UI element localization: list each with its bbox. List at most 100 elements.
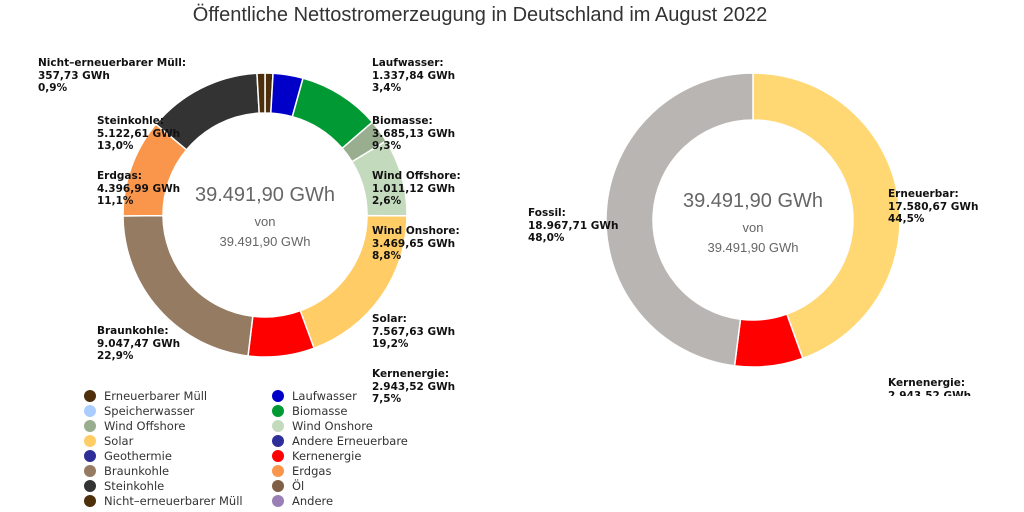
label-value: 9.047,47 GWh (97, 337, 181, 350)
legend-marker-icon (272, 494, 284, 507)
legend-item[interactable]: Geothermie (84, 448, 272, 463)
chart-title: Öffentliche Nettostromerzeugung in Deuts… (192, 4, 768, 26)
legend-label: Nicht–erneuerbarer Müll (104, 493, 243, 508)
legend-label: Erneuerbarer Müll (104, 388, 208, 403)
label-value: 2.943,52 GWh (888, 389, 972, 397)
label-name: Kernenergie: (372, 368, 450, 380)
data-label: Wind Onshore: 3.469,65 GWh 8,8% (372, 225, 460, 263)
legend-item[interactable]: Nicht–erneuerbarer Müll (84, 493, 272, 508)
legend-marker-icon (84, 404, 96, 417)
label-name: Steinkohle: (97, 115, 165, 127)
legend-item[interactable]: Speicherwasser (84, 403, 272, 418)
legend-item[interactable]: Wind Offshore (84, 418, 272, 433)
label-name: Laufwasser: (372, 57, 444, 69)
label-name: Wind Offshore: (372, 170, 461, 182)
label-value: 7.567,63 GWh (372, 325, 456, 338)
legend-item[interactable]: Erneuerbarer Müll (84, 388, 272, 403)
donut-chart-groups (605, 72, 901, 368)
legend-marker-icon (272, 479, 284, 492)
legend-item[interactable]: Öl (272, 478, 452, 493)
label-percent: 2,6% (372, 195, 402, 207)
label-percent: 19,2% (372, 338, 409, 350)
label-value: 3.685,13 GWh (372, 127, 456, 140)
label-value: 1.337,84 GWh (372, 69, 456, 82)
legend-item[interactable]: Andere (272, 493, 452, 508)
label-percent: 11,1% (97, 195, 134, 207)
legend-marker-icon (272, 449, 284, 462)
center-of-label-right: von (742, 220, 764, 235)
legend-item[interactable]: Steinkohle (84, 478, 272, 493)
label-value: 3.469,65 GWh (372, 237, 456, 250)
legend-marker-icon (272, 419, 284, 432)
label-name: Wind Onshore: (372, 225, 460, 237)
legend-label: Solar (104, 433, 134, 448)
legend-marker-icon (84, 494, 96, 507)
legend-label: Andere Erneuerbare (292, 433, 408, 448)
label-percent: 3,4% (372, 82, 402, 94)
center-value-right: 39.491,90 GWh (682, 190, 824, 212)
legend-label: Steinkohle (104, 478, 165, 493)
legend-label: Erdgas (292, 463, 332, 478)
legend-marker-icon (84, 479, 96, 492)
data-label: Wind Offshore: 1.011,12 GWh 2,6% (372, 170, 461, 208)
legend-item[interactable]: Laufwasser (272, 388, 452, 403)
center-of-label: von (254, 214, 276, 229)
donut-chart-sources (122, 72, 408, 358)
legend-label: Laufwasser (292, 388, 357, 403)
legend-label: Braunkohle (104, 463, 170, 478)
data-label: Braunkohle: 9.047,47 GWh 22,9% (97, 325, 180, 363)
legend-marker-icon (84, 434, 96, 447)
legend-marker-icon (84, 449, 96, 462)
data-label: Fossil: 18.967,71 GWh 48,0% (528, 207, 618, 245)
label-percent: 48,0% (528, 232, 565, 244)
center-total: 39.491,90 GWh (219, 234, 311, 249)
data-label: Erdgas: 4.396,99 GWh 11,1% (97, 170, 180, 208)
legend-item[interactable]: Solar (84, 433, 272, 448)
label-percent: 22,9% (97, 350, 134, 362)
legend-item[interactable]: Andere Erneuerbare (272, 433, 452, 448)
slice-nicht-erneuerbarer-müll[interactable] (256, 72, 266, 114)
legend-item[interactable]: Braunkohle (84, 463, 272, 478)
center-value: 39.491,90 GWh (194, 184, 336, 206)
label-name: Biomasse: (372, 115, 433, 127)
label-percent: 0,9% (38, 82, 68, 94)
data-label: Erneuerbar: 17.580,67 GWh 44,5% (888, 188, 978, 226)
label-name: Nicht–erneuerbarer Müll: (38, 57, 187, 69)
legend-marker-icon (272, 389, 284, 402)
label-percent: 13,0% (97, 140, 134, 152)
legend-label: Speicherwasser (104, 403, 195, 418)
legend-item[interactable]: Wind Onshore (272, 418, 452, 433)
legend-label: Wind Onshore (292, 418, 373, 433)
label-name: Erneuerbar: (888, 188, 959, 200)
legend-label: Geothermie (104, 448, 172, 463)
legend-label: Kernenergie (292, 448, 362, 463)
label-percent: 8,8% (372, 250, 402, 262)
legend-item[interactable]: Erdgas (272, 463, 452, 478)
label-name: Fossil: (528, 207, 566, 219)
legend-label: Andere (292, 493, 334, 508)
label-value: 1.011,12 GWh (372, 182, 456, 195)
label-value: 4.396,99 GWh (97, 182, 181, 195)
data-label: Steinkohle: 5.122,61 GWh 13,0% (97, 115, 180, 153)
legend-marker-icon (272, 464, 284, 477)
data-label: Laufwasser: 1.337,84 GWh 3,4% (372, 57, 455, 95)
data-label: Solar: 7.567,63 GWh 19,2% (372, 313, 455, 351)
legend-label: Biomasse (292, 403, 348, 418)
label-value: 357,73 GWh (38, 69, 110, 82)
label-name: Kernenergie: (888, 377, 966, 389)
label-value: 18.967,71 GWh (528, 219, 619, 232)
legend-marker-icon (272, 404, 284, 417)
legend-item[interactable]: Kernenergie (272, 448, 452, 463)
legend-label: Öl (292, 478, 305, 493)
legend: Erneuerbarer Müll Laufwasser Speicherwasse… (84, 388, 452, 508)
legend-marker-icon (84, 389, 96, 402)
slice-erneuerbar[interactable] (752, 72, 901, 360)
label-percent: 9,3% (372, 140, 402, 152)
slice-fossil[interactable] (605, 72, 754, 367)
data-label: Biomasse: 3.685,13 GWh 9,3% (372, 115, 455, 153)
label-percent: 44,5% (888, 213, 925, 225)
label-value: 2.943,52 GWh (372, 380, 456, 393)
label-percent: 7,5% (372, 393, 402, 405)
label-name: Braunkohle: (97, 325, 169, 337)
legend-item[interactable]: Biomasse (272, 403, 452, 418)
